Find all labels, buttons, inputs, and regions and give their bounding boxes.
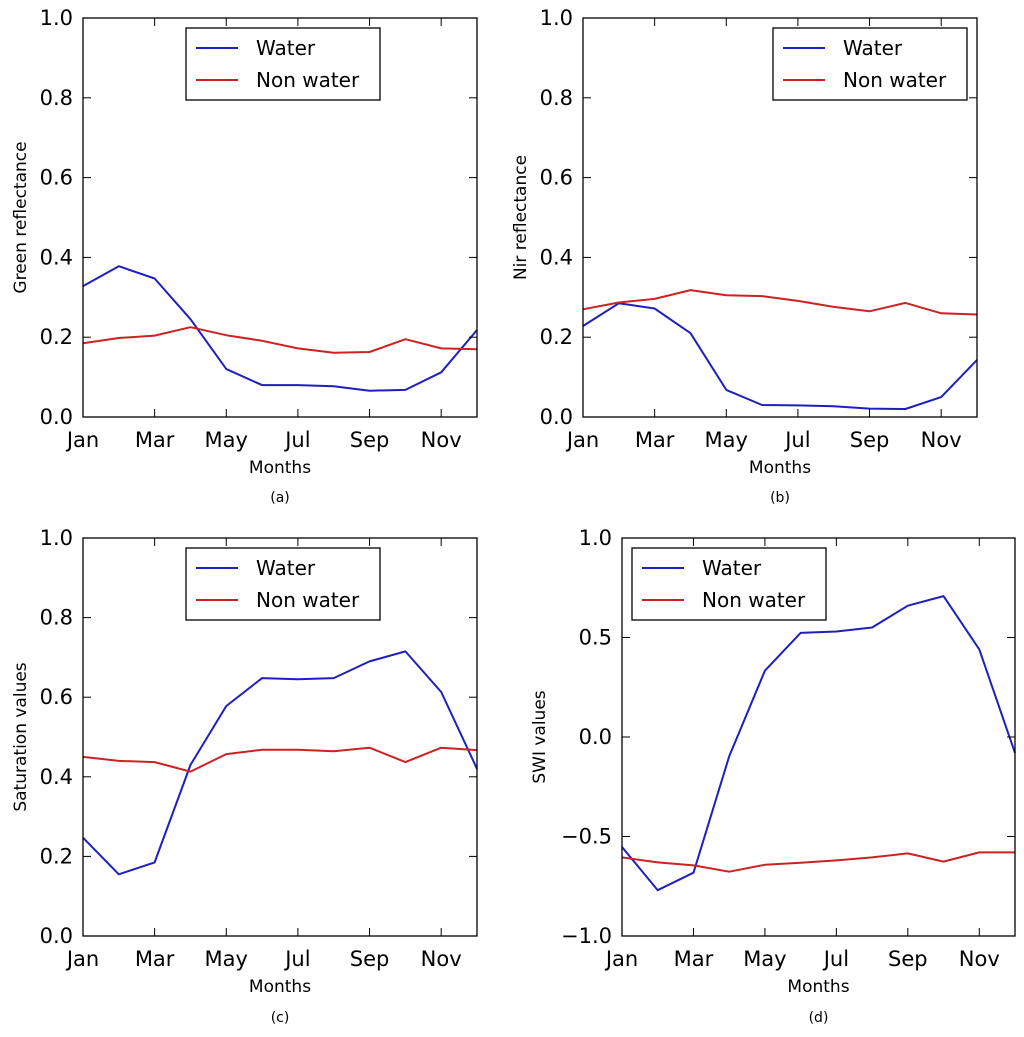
x-tick-label: Mar: [135, 947, 175, 971]
y-tick-label: 0.5: [579, 626, 612, 650]
x-tick-label: Jan: [604, 947, 638, 971]
series-line-water: [582, 302, 978, 410]
y-tick-label: 0.4: [540, 245, 573, 269]
x-tick-label: May: [705, 428, 748, 452]
legend-label-water: Water: [702, 556, 762, 580]
x-axis-label: Months: [249, 458, 311, 478]
y-tick-label: 0.4: [40, 765, 73, 789]
y-tick-label: 0.0: [40, 405, 73, 429]
legend: Water Non water: [185, 547, 381, 621]
panel-caption: (b): [770, 490, 790, 506]
y-tick-label: −1.0: [561, 924, 612, 948]
legend-label-non-water: Non water: [256, 68, 360, 92]
legend-box: [185, 27, 381, 101]
x-tick-label: Jul: [283, 947, 310, 971]
y-axis-label: Saturation values: [11, 662, 31, 811]
legend-label-non-water: Non water: [702, 588, 806, 612]
x-tick-label: Jan: [65, 947, 99, 971]
y-tick-label: 1.0: [579, 526, 612, 550]
x-axis-label: Months: [249, 977, 311, 997]
chart-panel-b: Jan Mar May Jul Sep Nov 0.0 0.2 0.4 0.6 0.8 1.0 Mont…: [511, 6, 978, 506]
y-tick-label: 0.0: [579, 725, 612, 749]
legend: Water Non water: [185, 27, 381, 101]
x-tick-label: Sep: [350, 428, 390, 452]
y-tick-label: 1.0: [40, 6, 73, 30]
y-tick-label: 0.0: [40, 924, 73, 948]
x-tick-label: Sep: [350, 947, 390, 971]
panel-caption: (a): [270, 490, 290, 506]
y-tick-label: 0.2: [540, 325, 573, 349]
y-tick-label: 0.8: [40, 606, 73, 630]
y-tick-label: 0.6: [40, 685, 73, 709]
y-tick-label: 0.6: [540, 166, 573, 190]
x-tick-label: Mar: [674, 947, 714, 971]
series-line-non-water: [582, 289, 978, 316]
x-tick-label: Jul: [822, 947, 849, 971]
legend-label-water: Water: [256, 556, 316, 580]
y-tick-label: 0.6: [40, 166, 73, 190]
x-tick-label: Nov: [921, 428, 962, 452]
series-line-non-water: [621, 851, 1015, 873]
legend-label-non-water: Non water: [843, 68, 947, 92]
x-tick-label: Jan: [565, 428, 599, 452]
y-tick-label: 0.2: [40, 325, 73, 349]
series-line-non-water: [82, 326, 478, 354]
legend: Water Non water: [772, 27, 968, 101]
legend-box: [631, 547, 827, 621]
y-tick-label: 0.0: [540, 405, 573, 429]
legend-label-water: Water: [843, 36, 903, 60]
panel-caption: (c): [271, 1010, 290, 1026]
x-tick-label: May: [205, 947, 248, 971]
x-tick-label: Nov: [959, 947, 1000, 971]
legend-label-non-water: Non water: [256, 588, 360, 612]
y-tick-label: 0.8: [540, 86, 573, 110]
x-tick-label: Mar: [635, 428, 675, 452]
y-tick-label: 0.4: [40, 245, 73, 269]
y-tick-label: 1.0: [540, 6, 573, 30]
series-line-water: [82, 650, 478, 876]
legend-label-water: Water: [256, 36, 316, 60]
x-axis-label: Months: [749, 458, 811, 478]
x-tick-label: Jul: [283, 428, 310, 452]
chart-panel-d: Jan Mar May Jul Sep Nov −1.0 −0.5 0.0 0.5 1.0 Month…: [530, 526, 1016, 1026]
y-tick-label: −0.5: [561, 825, 612, 849]
legend: Water Non water: [631, 547, 827, 621]
plot-frame: [82, 17, 478, 418]
series-line-water: [621, 595, 1016, 892]
y-axis-label: Nir reflectance: [511, 155, 531, 280]
y-tick-label: 1.0: [40, 526, 73, 550]
x-axis-label: Months: [787, 977, 849, 997]
x-tick-label: Jul: [783, 428, 810, 452]
x-tick-label: Sep: [850, 428, 890, 452]
panel-caption: (d): [809, 1010, 829, 1026]
chart-panel-a: Jan Mar May Jul Sep Nov 0.0 0.2 0.4 0.6 0.8 1.0 Mont…: [11, 6, 478, 506]
plot-frame: [82, 537, 478, 937]
x-tick-label: Mar: [135, 428, 175, 452]
legend-box: [772, 27, 968, 101]
y-axis-label: SWI values: [530, 690, 550, 783]
x-tick-label: Nov: [421, 947, 462, 971]
series-line-non-water: [82, 746, 478, 773]
x-tick-label: Jan: [65, 428, 99, 452]
plot-frame: [582, 17, 978, 418]
x-tick-label: Sep: [888, 947, 928, 971]
x-tick-label: May: [205, 428, 248, 452]
series-line-water: [82, 265, 478, 392]
x-tick-label: Nov: [421, 428, 462, 452]
legend-box: [185, 547, 381, 621]
y-tick-label: 0.8: [40, 86, 73, 110]
y-tick-label: 0.2: [40, 844, 73, 868]
chart-panel-c: Jan Mar May Jul Sep Nov 0.0 0.2 0.4 0.6 0.8 1.0 Mont…: [11, 526, 478, 1026]
x-tick-label: May: [743, 947, 786, 971]
y-axis-label: Green reflectance: [11, 141, 31, 293]
